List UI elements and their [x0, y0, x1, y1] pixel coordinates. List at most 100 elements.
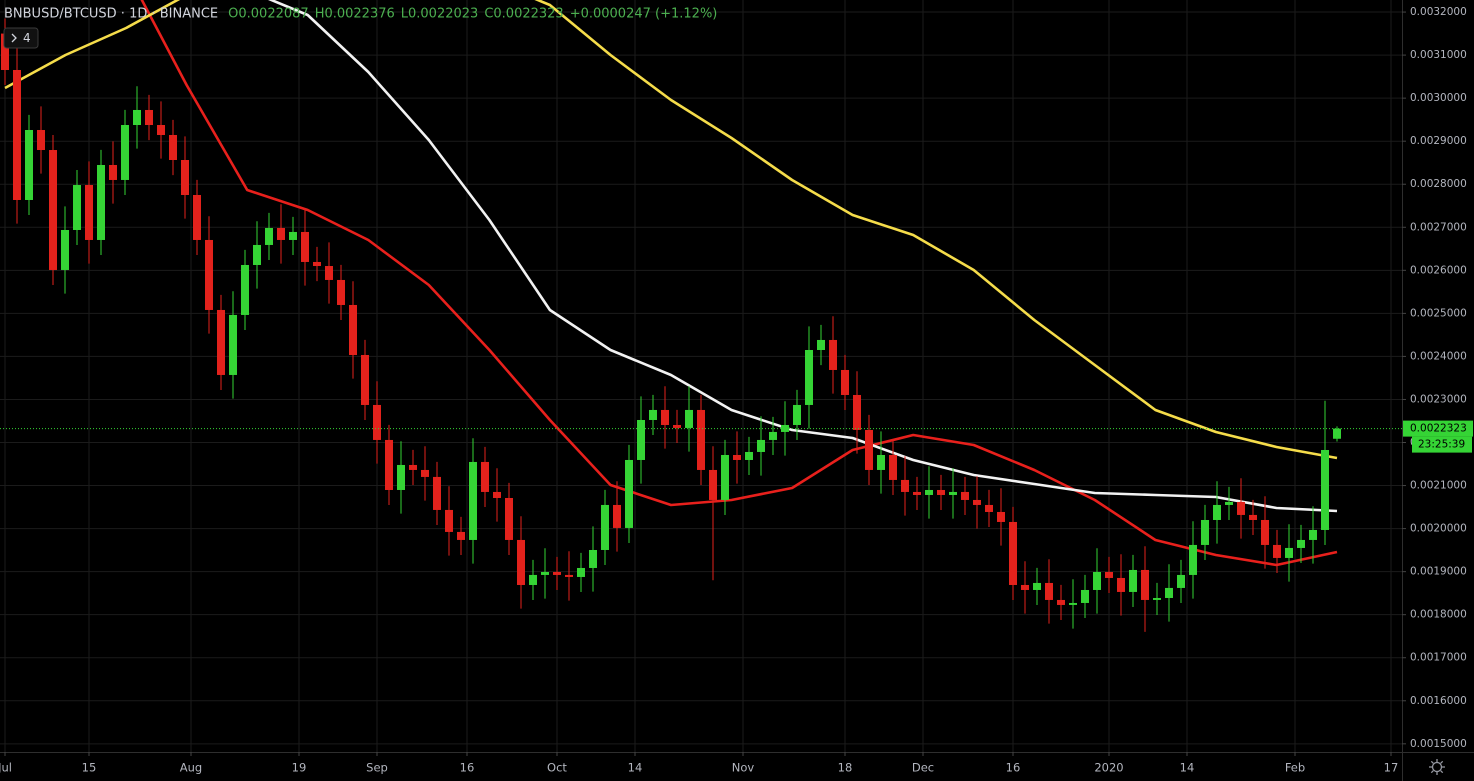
candle-body: [1225, 501, 1233, 505]
candle-body: [97, 164, 105, 240]
x-tick-label: 19: [292, 761, 307, 775]
candle-body: [529, 574, 537, 585]
candle-body: [1069, 602, 1077, 605]
candle-body: [1201, 519, 1209, 545]
candle-body: [673, 424, 681, 428]
y-tick-label: 0.0031000: [1410, 49, 1467, 61]
y-tick-label: 0.0029000: [1410, 135, 1467, 147]
candle-body: [757, 439, 765, 452]
candle-body: [1105, 571, 1113, 578]
ohlc-values: O0.0022087 H0.0022376 L0.0022023 C0.0022323…: [228, 7, 717, 22]
moving-average: [4, 0, 1338, 460]
candle-body: [1093, 571, 1101, 590]
candle-body: [1141, 569, 1149, 600]
x-tick-label: Feb: [1285, 761, 1305, 775]
candle-body: [1045, 582, 1053, 600]
candle-body: [925, 489, 933, 495]
candle-body: [1153, 597, 1161, 600]
candle-body: [1057, 599, 1065, 605]
candle-body: [1117, 577, 1125, 592]
gear-teeth: [1429, 759, 1445, 775]
x-tick-label: 15: [82, 761, 97, 775]
candle-body: [793, 404, 801, 425]
candle-body: [541, 571, 549, 575]
candle-body: [1321, 449, 1329, 530]
candle-body: [325, 266, 333, 280]
candle-body: [73, 185, 81, 230]
y-tick-label: 0.0025000: [1410, 307, 1467, 319]
candle-body: [553, 571, 561, 575]
candle-body: [193, 194, 201, 240]
plot-area: [0, 0, 1402, 632]
candle-body: [169, 134, 177, 160]
candle-body: [1081, 589, 1089, 603]
y-tick-label: 0.0018000: [1410, 609, 1467, 621]
candle-body: [397, 464, 405, 490]
settings-button[interactable]: [1429, 759, 1445, 775]
candle-body: [685, 409, 693, 428]
candle-body: [313, 261, 321, 267]
candle-body: [805, 350, 813, 405]
candle-body: [133, 109, 141, 126]
candle-body: [697, 409, 705, 470]
candle-body: [481, 461, 489, 492]
candle-body: [1249, 514, 1257, 520]
gear-icon[interactable]: [1431, 761, 1443, 773]
x-tick-label: Nov: [732, 761, 755, 775]
candle-body: [973, 499, 981, 505]
y-tick-label: 0.0021000: [1410, 480, 1467, 492]
ohlc-value: H0.0022376: [315, 7, 395, 22]
candle-body: [85, 185, 93, 240]
y-tick-label: 0.0016000: [1410, 695, 1467, 707]
symbol-title: BNBUSD/BTCUSD · 1D · BINANCE: [4, 7, 218, 22]
candle-body: [49, 150, 57, 270]
candle-body: [373, 404, 381, 440]
y-tick-label: 0.0019000: [1410, 566, 1467, 578]
axes: 0.0015000 0.0016000 0.0017000 0.0018000 0.00…: [0, 6, 1473, 775]
last-price-label: 0.0022323: [1410, 423, 1467, 435]
candle-body: [517, 539, 525, 585]
candle-body: [745, 451, 753, 460]
indicators-toggle[interactable]: 4: [3, 27, 39, 49]
y-tick-label: 0.0024000: [1410, 350, 1467, 362]
candle-body: [409, 464, 417, 470]
candle-body: [445, 509, 453, 532]
chevron-icon: [11, 33, 17, 43]
candle-body: [949, 491, 957, 495]
candle-body: [109, 164, 117, 180]
x-tick-label: Oct: [547, 761, 567, 775]
y-tick-label: 0.0017000: [1410, 652, 1467, 664]
candle-body: [61, 229, 69, 270]
candle-body: [1165, 587, 1173, 598]
candle-body: [277, 227, 285, 240]
x-tick-label: Jul: [0, 761, 12, 775]
candle-body: [433, 476, 441, 510]
x-tick-label: 14: [628, 761, 643, 775]
candle-body: [289, 231, 297, 240]
candle-body: [1213, 504, 1221, 520]
toggle-box[interactable]: [3, 27, 39, 49]
x-tick-label: 18: [838, 761, 853, 775]
candle-body: [1009, 521, 1017, 585]
candle-body: [1333, 428, 1341, 439]
candle-body: [565, 574, 573, 577]
x-tick-label: 14: [1180, 761, 1195, 775]
y-tick-label: 0.0020000: [1410, 523, 1467, 535]
candle-body: [229, 314, 237, 375]
candle-body: [661, 409, 669, 425]
candle-body: [385, 439, 393, 490]
indicator-count: 4: [23, 31, 31, 45]
candle-body: [469, 461, 477, 540]
moving-average: [267, 0, 1338, 513]
x-tick-label: 2020: [1094, 761, 1123, 775]
candle-body: [649, 409, 657, 420]
candle-body: [1297, 539, 1305, 548]
candle-body: [1, 33, 9, 70]
candle-body: [145, 109, 153, 126]
candle-body: [13, 69, 21, 200]
y-tick-label: 0.0023000: [1410, 393, 1467, 405]
candle-body: [1237, 501, 1245, 515]
candle-body: [25, 129, 33, 200]
